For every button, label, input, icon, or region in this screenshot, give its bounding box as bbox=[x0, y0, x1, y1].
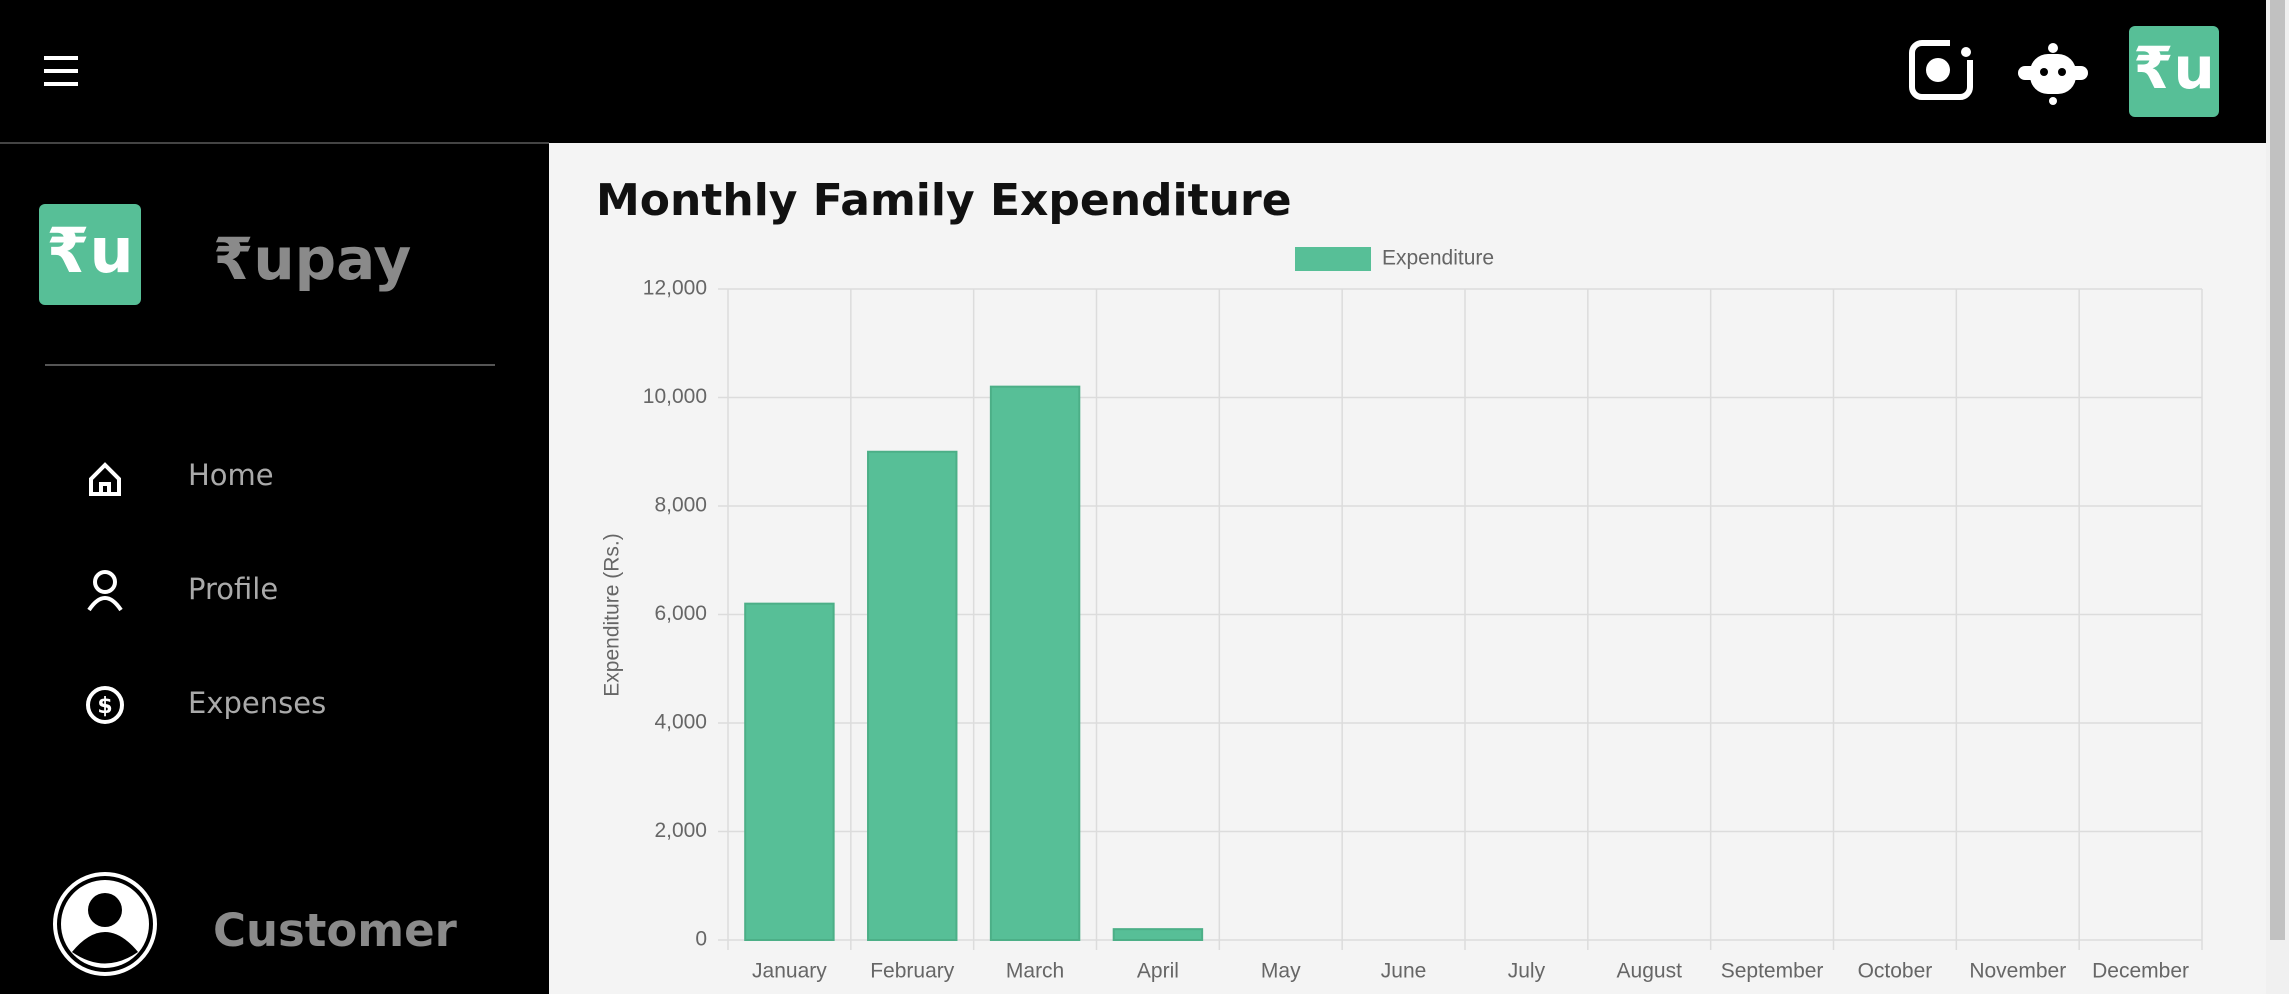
brand: ₹upay bbox=[213, 225, 411, 293]
nav-item[interactable]: Expenses bbox=[188, 686, 326, 720]
x-tick-label: July bbox=[1508, 960, 1546, 983]
x-tick-label: January bbox=[752, 960, 827, 983]
bar bbox=[1112, 928, 1204, 942]
nav-item[interactable]: Home bbox=[188, 458, 274, 492]
x-tick-label: February bbox=[870, 960, 955, 983]
svg-text:$: $ bbox=[97, 694, 112, 719]
y-axis-label: Expenditure (Rs.) bbox=[601, 533, 624, 696]
bot-icon[interactable] bbox=[2018, 43, 2088, 105]
y-tick-label: 12,000 bbox=[643, 277, 707, 300]
bar bbox=[867, 450, 958, 941]
record-icon[interactable] bbox=[1909, 38, 1976, 100]
x-tick-label: November bbox=[1969, 960, 2066, 983]
profile-icon bbox=[87, 570, 123, 612]
x-tick-label: June bbox=[1381, 960, 1427, 983]
y-tick-label: 4,000 bbox=[654, 711, 707, 734]
x-tick-label: October bbox=[1858, 960, 1933, 983]
x-tick-label: April bbox=[1137, 960, 1179, 983]
y-tick-label: 6,000 bbox=[654, 602, 707, 625]
menu-button[interactable] bbox=[44, 56, 78, 86]
scrollbar-thumb[interactable] bbox=[2270, 0, 2285, 940]
bar bbox=[744, 602, 835, 942]
bar bbox=[989, 385, 1081, 941]
avatar[interactable] bbox=[53, 872, 157, 976]
x-tick-label: December bbox=[2092, 960, 2189, 983]
nav: Home Profile Expenses bbox=[188, 458, 326, 720]
nav-item[interactable]: Profile bbox=[188, 572, 278, 606]
logo-text: ₹u bbox=[2133, 34, 2215, 102]
y-tick-label: 10,000 bbox=[643, 385, 707, 408]
sidebar-logo: ₹u bbox=[39, 204, 141, 305]
user-name: Customer bbox=[213, 904, 458, 957]
expenses-icon: $ bbox=[86, 686, 124, 724]
y-tick-label: 0 bbox=[695, 928, 707, 951]
home-icon bbox=[89, 462, 121, 496]
legend-label[interactable]: Expenditure bbox=[1382, 247, 1494, 270]
x-tick-label: March bbox=[1006, 960, 1064, 983]
legend-swatch[interactable] bbox=[1295, 247, 1371, 271]
chart-title: Monthly Family Expenditure bbox=[596, 175, 1292, 226]
x-tick-label: May bbox=[1261, 960, 1301, 983]
logo-text: ₹u bbox=[46, 214, 133, 287]
y-tick-label: 8,000 bbox=[654, 494, 707, 517]
content-panel bbox=[549, 143, 2266, 994]
y-tick-label: 2,000 bbox=[654, 819, 707, 842]
x-tick-label: August bbox=[1617, 960, 1683, 983]
x-tick-label: September bbox=[1721, 960, 1824, 983]
header-logo[interactable]: ₹u bbox=[2129, 26, 2219, 117]
chart: 0 2,000 4,000 6,000 8,000 10,000 12,000 Expendi… bbox=[601, 247, 2203, 983]
